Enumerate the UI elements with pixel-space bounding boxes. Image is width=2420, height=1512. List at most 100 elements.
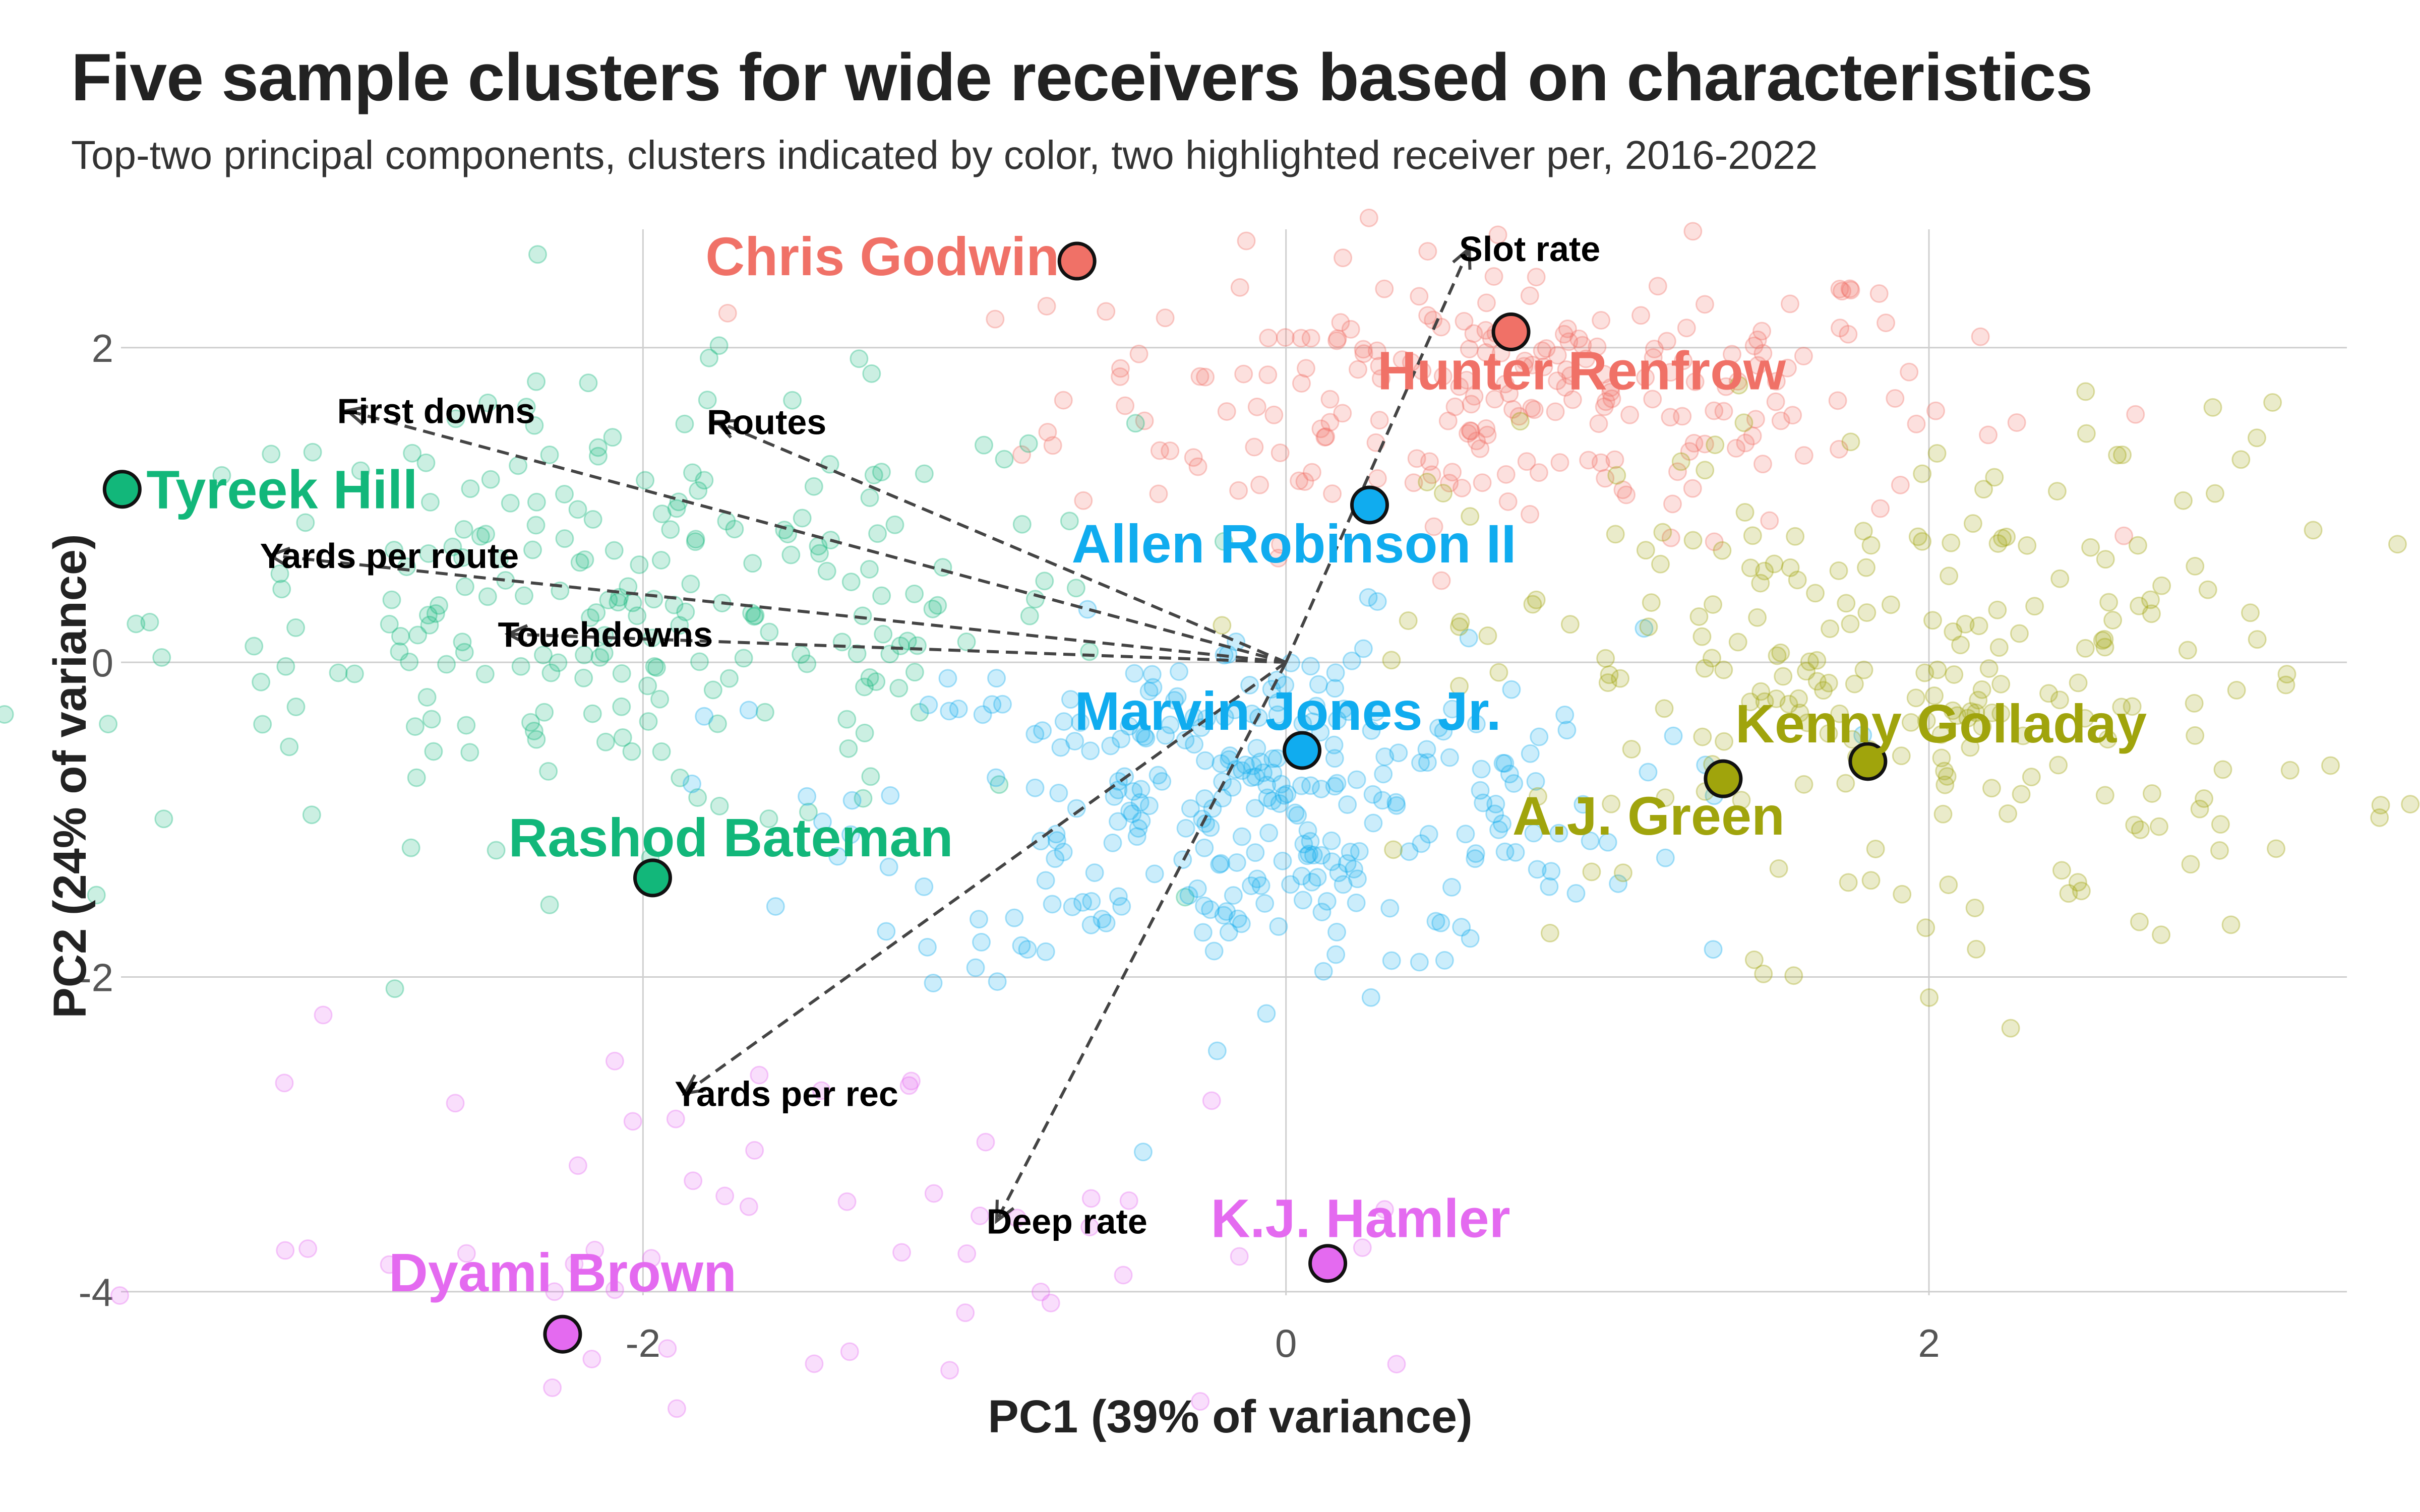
data-point: [987, 669, 1006, 688]
data-point: [1680, 442, 1699, 461]
data-point: [690, 652, 709, 671]
data-point: [1982, 703, 2002, 722]
data-point: [1387, 796, 1406, 815]
data-point: [2263, 393, 2282, 412]
data-point: [671, 768, 690, 787]
data-point: [1054, 712, 1073, 731]
data-point: [1202, 1091, 1221, 1110]
data-point: [1900, 362, 1919, 382]
data-point: [1201, 818, 1220, 837]
data-point: [1974, 480, 1993, 499]
data-point: [1450, 377, 1469, 396]
data-point: [1521, 505, 1540, 524]
data-point: [1112, 729, 1131, 748]
data-point: [1230, 1247, 1249, 1266]
data-point: [1861, 536, 1881, 555]
data-point: [1877, 313, 1896, 333]
data-point: [1190, 367, 1209, 386]
data-point: [1714, 402, 1733, 421]
data-point: [848, 644, 867, 663]
data-point: [1080, 642, 1099, 661]
data-point: [521, 713, 540, 732]
data-point: [717, 512, 736, 531]
data-point: [1854, 522, 1873, 541]
data-point: [1495, 842, 1515, 861]
data-point: [405, 717, 425, 736]
data-point: [2049, 755, 2068, 775]
data-point: [1307, 697, 1326, 716]
data-point: [2190, 799, 2209, 818]
data-point: [1142, 665, 1162, 684]
data-point: [1527, 268, 1546, 287]
data-point: [1639, 763, 1658, 782]
data-point: [805, 1354, 824, 1373]
data-point: [2267, 839, 2286, 858]
data-point: [2186, 726, 2205, 745]
data-point: [1639, 617, 1658, 637]
data-point: [1695, 659, 1714, 678]
data-point: [1932, 748, 1951, 768]
data-point: [2186, 556, 2205, 576]
data-point: [1131, 724, 1151, 743]
data-point: [1736, 433, 1755, 453]
data-point: [286, 698, 306, 717]
data-point: [1732, 791, 1751, 810]
data-point: [1139, 796, 1159, 815]
data-point: [1250, 475, 1269, 494]
data-point: [1611, 669, 1630, 688]
loading-arrows: Slot rate First downs Routes Yards per rout…: [260, 229, 1601, 1241]
data-point: [457, 1244, 476, 1263]
data-point: [644, 590, 663, 609]
data-point: [1716, 377, 1735, 396]
data-point: [676, 602, 695, 621]
data-point: [860, 488, 879, 507]
data-point: [1790, 704, 1809, 723]
data-point: [1116, 396, 1135, 415]
data-point: [971, 1206, 990, 1225]
data-point: [1522, 399, 1541, 418]
data-point: [1150, 441, 1169, 460]
data-point: [1485, 804, 1504, 824]
loading-arrowhead: [504, 624, 528, 646]
loading-arrow: [995, 661, 1288, 1222]
data-point: [2018, 536, 2037, 555]
data-point: [783, 391, 802, 410]
data-point: [2388, 535, 2407, 554]
data-point: [901, 1072, 921, 1091]
data-point: [329, 663, 348, 682]
data-point: [1176, 818, 1195, 838]
data-point: [1598, 833, 1617, 852]
data-point: [841, 573, 861, 592]
data-point: [524, 721, 543, 740]
data-point: [1589, 414, 1608, 433]
data-point: [2010, 624, 2029, 643]
data-point: [1459, 424, 1478, 443]
data-point: [1613, 863, 1632, 883]
data-point: [1054, 842, 1073, 861]
data-point: [1455, 311, 1474, 331]
data-point: [915, 464, 934, 483]
data-point: [1270, 794, 1289, 813]
data-point: [380, 1255, 399, 1274]
data-point: [1917, 711, 1936, 730]
data-point: [1449, 617, 1469, 636]
data-point: [828, 847, 848, 866]
data-point: [1881, 595, 1900, 614]
data-point: [1192, 718, 1211, 737]
y-axis-title: PC2 (24% of variance): [44, 534, 96, 1018]
data-point: [1268, 693, 1287, 712]
data-point: [1830, 279, 1849, 298]
data-point: [2178, 641, 2197, 660]
data-point: [1915, 663, 1934, 682]
data-point: [437, 655, 456, 674]
loading-arrowhead: [266, 546, 291, 568]
data-point: [1948, 706, 1967, 725]
data-point: [1529, 463, 1548, 482]
data-point: [1967, 939, 1986, 959]
data-point: [1248, 869, 1267, 889]
data-point: [1521, 744, 1540, 763]
data-point: [986, 309, 1005, 329]
data-point: [426, 604, 445, 623]
data-point: [1548, 371, 1567, 391]
data-point: [1373, 791, 1392, 810]
